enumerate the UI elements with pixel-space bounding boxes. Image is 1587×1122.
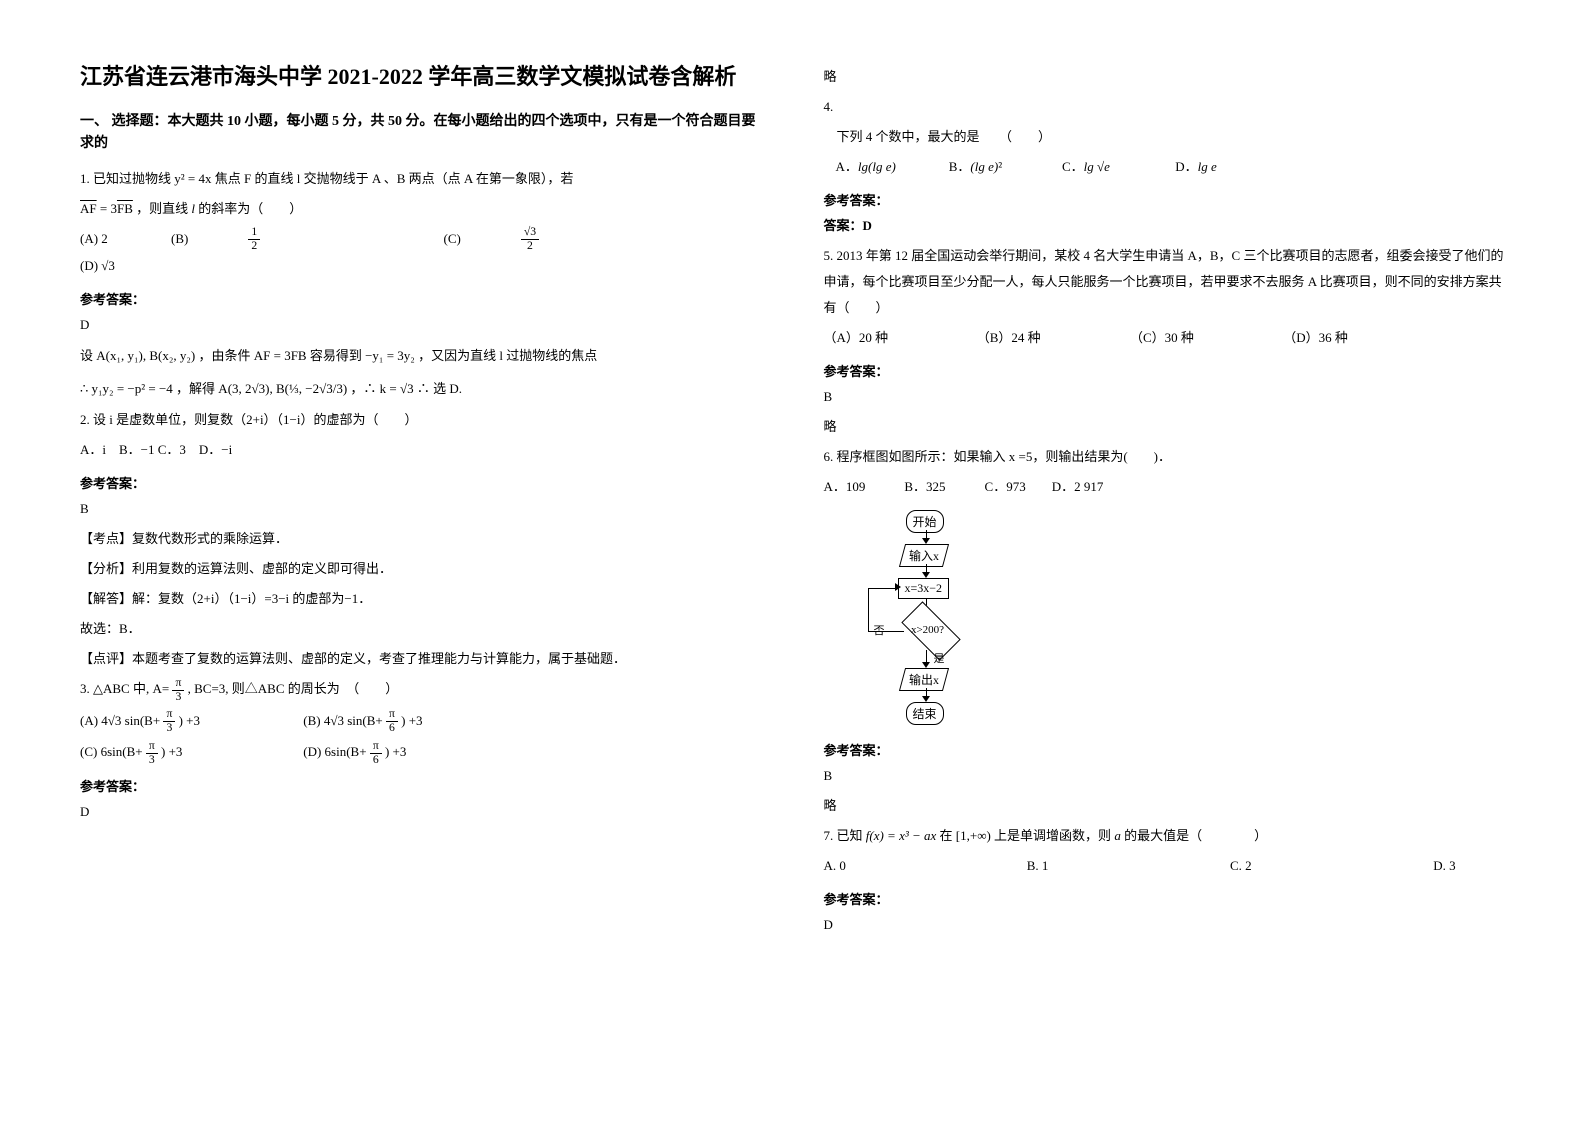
q2-options: A．i B．−1 C．3 D．−i — [80, 437, 764, 463]
right-column: 略 4. 下列 4 个数中，最大的是 （ ） A．lg(lg e) B．(lg … — [824, 60, 1508, 942]
left-column: 江苏省连云港市海头中学 2021-2022 学年高三数学文模拟试卷含解析 一、 … — [80, 60, 764, 942]
q3-stem: 3. △ABC 中, A= π3 , BC=3, 则△ABC 的周长为 （ ） — [80, 676, 764, 703]
q4-opt-c: C．lg √e — [1062, 154, 1172, 180]
q6-answer-label: 参考答案： — [824, 740, 1508, 759]
q7-opt-c: C. 2 — [1230, 853, 1430, 879]
q3-opt-a: (A) 4√3 sin(B+ π3 ) +3 — [80, 708, 300, 735]
q4-answer-label: 参考答案： — [824, 190, 1508, 209]
exam-page: 江苏省连云港市海头中学 2021-2022 学年高三数学文模拟试卷含解析 一、 … — [0, 0, 1587, 1002]
q3-answer: D — [80, 799, 764, 825]
q5-answer-label: 参考答案： — [824, 361, 1508, 380]
q6-answer: B — [824, 763, 1508, 789]
q4-opt-a: A．lg(lg e) — [836, 154, 946, 180]
q5-opt-d: （D）36 种 — [1283, 330, 1348, 345]
q3-opt-c: (C) 6sin(B+ π3 ) +3 — [80, 739, 300, 766]
q5-stem: 5. 2013 年第 12 届全国运动会举行期间，某校 4 名大学生申请当 A，… — [824, 243, 1508, 321]
fc-end: 结束 — [906, 702, 944, 725]
q5-options: （A）20 种 （B）24 种 （C）30 种 （D）36 种 — [824, 325, 1508, 351]
fc-no-label: 否 — [874, 622, 885, 638]
q1-sol-1: 设 A(x₁, y₁), B(x₂, y₂) ，由条件 AF = 3FB 容易得… — [80, 342, 764, 371]
fc-yes-label: 是 — [934, 650, 945, 666]
q7-opt-a: A. 0 — [824, 853, 1024, 879]
q6-omit: 略 — [824, 793, 1508, 819]
q1-options: (A) 2 (B) 12 (C) √32 (D) √3 — [80, 226, 764, 279]
q7-answer-label: 参考答案： — [824, 889, 1508, 908]
q1-opt-d: (D) √3 — [80, 253, 115, 279]
q2-answer-label: 参考答案： — [80, 473, 764, 492]
q4-stem: 下列 4 个数中，最大的是 （ ） — [824, 124, 1508, 150]
q2-answer: B — [80, 496, 764, 522]
q1-sol-2: ∴ y₁y₂ = −p² = −4 ，解得 A(3, 2√3), B(⅓, −2… — [80, 375, 764, 404]
exam-title: 江苏省连云港市海头中学 2021-2022 学年高三数学文模拟试卷含解析 — [80, 60, 764, 93]
q5-opt-a: （A）20 种 — [824, 325, 974, 351]
fc-output: 输出x — [898, 668, 948, 691]
q1-opt-b: (B) 12 — [171, 226, 380, 253]
q4-answer: 答案：D — [824, 213, 1508, 239]
fc-cond: x>200? — [898, 624, 958, 636]
q4-num: 4. — [824, 94, 1508, 120]
q3-answer-label: 参考答案： — [80, 776, 764, 795]
q2-l4: 故选：B． — [80, 616, 764, 642]
q5-omit: 略 — [824, 414, 1508, 440]
q3-opts-row1: (A) 4√3 sin(B+ π3 ) +3 (B) 4√3 sin(B+ π6… — [80, 708, 764, 735]
q1-stem-2: AF = 3FB ，则直线 l 的斜率为（ ） — [80, 196, 764, 222]
section-1-head: 一、 选择题：本大题共 10 小题，每小题 5 分，共 50 分。在每小题给出的… — [80, 111, 764, 156]
q6-flowchart: 开始 输入x x=3x−2 x>200? 否 是 输出x 结束 — [864, 510, 1004, 730]
q1-opt-c: (C) √32 — [443, 226, 659, 253]
q1-answer: D — [80, 312, 764, 338]
q2-l3: 【解答】解：复数（2+i）（1−i）=3−i 的虚部为−1． — [80, 586, 764, 612]
q7-opt-d: D. 3 — [1433, 858, 1455, 873]
q7-answer: D — [824, 912, 1508, 938]
q7-options: A. 0 B. 1 C. 2 D. 3 — [824, 853, 1508, 879]
q4-opt-b: B．(lg e)² — [949, 154, 1059, 180]
q5-opt-c: （C）30 种 — [1130, 325, 1280, 351]
q3-omit: 略 — [824, 64, 1508, 90]
fc-proc: x=3x−2 — [898, 578, 950, 599]
q3-opt-b: (B) 4√3 sin(B+ π6 ) +3 — [303, 713, 422, 728]
q1-answer-label: 参考答案： — [80, 289, 764, 308]
q2-l2: 【分析】利用复数的运算法则、虚部的定义即可得出． — [80, 556, 764, 582]
q4-opt-d: D．lg e — [1175, 159, 1217, 174]
q2-stem: 2. 设 i 是虚数单位，则复数（2+i）（1−i）的虚部为（ ） — [80, 407, 764, 433]
q6-stem: 6. 程序框图如图所示：如果输入 x =5，则输出结果为( )． — [824, 444, 1508, 470]
q2-l5: 【点评】本题考查了复数的运算法则、虚部的定义，考查了推理能力与计算能力，属于基础… — [80, 646, 764, 672]
q3-opts-row2: (C) 6sin(B+ π3 ) +3 (D) 6sin(B+ π6 ) +3 — [80, 739, 764, 766]
q7-opt-b: B. 1 — [1027, 853, 1227, 879]
q4-options: A．lg(lg e) B．(lg e)² C．lg √e D．lg e — [836, 154, 1508, 180]
q5-opt-b: （B）24 种 — [977, 325, 1127, 351]
q6-options: A．109 B．325 C．973 D．2 917 — [824, 474, 1508, 500]
q3-opt-d: (D) 6sin(B+ π6 ) +3 — [303, 744, 406, 759]
q1-opt-a: (A) 2 — [80, 226, 108, 252]
q1-stem-1: 1. 已知过抛物线 y² = 4x 焦点 F 的直线 l 交抛物线于 A 、B … — [80, 166, 764, 192]
q5-answer: B — [824, 384, 1508, 410]
fc-start: 开始 — [906, 510, 944, 533]
q1-vec: AF — [80, 201, 97, 216]
q7-stem: 7. 已知 f(x) = x³ − ax 在 [1,+∞) 上是单调增函数，则 … — [824, 823, 1508, 849]
q2-l1: 【考点】复数代数形式的乘除运算． — [80, 526, 764, 552]
fc-input: 输入x — [898, 544, 948, 567]
